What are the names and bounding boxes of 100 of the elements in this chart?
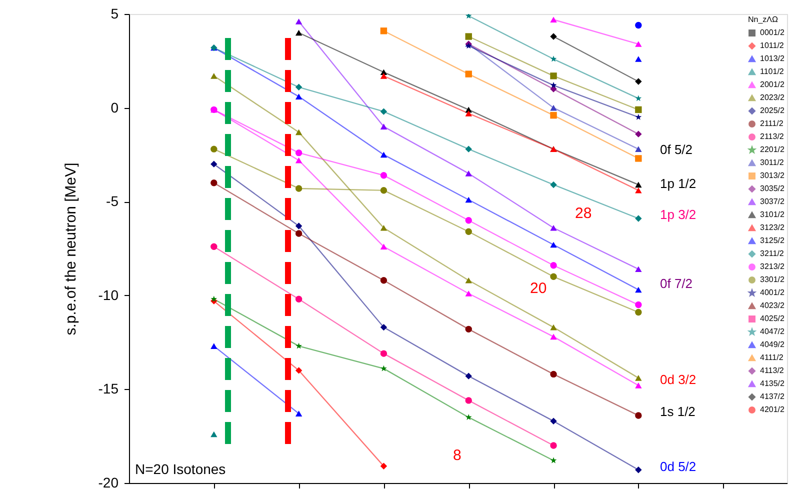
annotation: N=20 Isotones	[135, 461, 226, 477]
point	[635, 22, 642, 29]
point	[550, 324, 557, 330]
legend-label: 4135/2	[760, 379, 786, 388]
point	[465, 397, 472, 404]
point	[210, 431, 218, 438]
point	[295, 157, 302, 164]
point	[380, 244, 388, 250]
annotation: 0f 5/2	[660, 142, 693, 157]
point	[550, 457, 557, 464]
legend-label: 3211/2	[760, 249, 784, 258]
point	[465, 326, 472, 333]
legend-label: 4047/2	[760, 327, 786, 336]
annotation: 1p 1/2	[660, 176, 696, 191]
point	[380, 73, 388, 79]
point	[550, 370, 557, 378]
point	[295, 185, 302, 192]
annotation: 20	[530, 280, 547, 297]
legend-label: 4001/2	[760, 288, 786, 297]
annotation: 1s 1/2	[660, 404, 696, 419]
legend-label: 3123/2	[760, 223, 786, 232]
point	[210, 160, 218, 168]
point	[635, 301, 642, 308]
point	[635, 78, 642, 85]
point	[635, 106, 642, 114]
point	[465, 70, 472, 78]
annotation: 0f 7/2	[660, 276, 693, 291]
legend-label: 3037/2	[760, 197, 786, 206]
point	[550, 224, 557, 231]
point	[295, 18, 302, 24]
point	[550, 33, 557, 40]
y-tick-label: 0	[110, 99, 119, 116]
annotation: 0d 5/2	[660, 459, 696, 474]
legend-label: 4113/2	[760, 366, 784, 375]
point	[635, 56, 642, 62]
point	[465, 196, 472, 203]
legend-label: 1011/2	[760, 41, 784, 50]
point	[635, 114, 642, 120]
legend-label: 3125/2	[760, 236, 786, 245]
point	[635, 286, 642, 293]
point	[635, 412, 642, 419]
point	[550, 442, 557, 449]
point	[465, 290, 472, 296]
point	[295, 30, 302, 36]
point	[635, 146, 642, 152]
legend-label: 2025/2	[760, 106, 786, 115]
point	[550, 262, 557, 269]
point	[295, 129, 302, 136]
point	[465, 372, 472, 380]
point	[635, 130, 642, 138]
legend-label: 0001/2	[760, 28, 786, 37]
legend-label: 1013/2	[760, 54, 786, 63]
point	[380, 365, 387, 372]
legend-label: 4111/2	[760, 353, 784, 362]
y-tick-label: -10	[98, 286, 119, 303]
point	[550, 181, 557, 188]
point	[550, 72, 557, 80]
point	[635, 382, 642, 388]
point	[380, 108, 388, 115]
point	[550, 56, 557, 62]
point	[210, 179, 218, 186]
y-tick-label: -20	[98, 474, 119, 490]
annotation: 8	[453, 447, 462, 464]
legend-label: 4023/2	[760, 301, 786, 310]
legend-label: 4049/2	[760, 340, 786, 349]
point	[295, 367, 302, 374]
point	[550, 418, 557, 424]
point	[550, 104, 557, 111]
point	[295, 84, 302, 91]
point	[465, 228, 472, 235]
point	[380, 124, 388, 130]
point	[380, 277, 388, 284]
point	[210, 73, 218, 79]
point	[635, 308, 642, 316]
legend-label: 4025/2	[760, 314, 786, 323]
point	[550, 273, 557, 280]
point	[210, 243, 218, 250]
point	[465, 414, 472, 420]
point	[380, 462, 388, 470]
legend-label: 3035/2	[760, 184, 786, 193]
point	[465, 170, 472, 176]
point	[550, 82, 557, 88]
point	[635, 155, 642, 162]
annotation: 0d 3/2	[660, 372, 696, 387]
point	[465, 110, 472, 116]
point	[635, 187, 642, 194]
annotation: 1p 3/2	[660, 207, 696, 222]
point	[635, 95, 642, 102]
point	[295, 296, 302, 302]
point	[296, 342, 302, 349]
legend-label: 3101/2	[760, 210, 786, 219]
point	[635, 215, 642, 222]
point	[635, 182, 642, 188]
point	[380, 172, 388, 179]
legend-label: 2113/2	[760, 132, 784, 141]
point	[295, 222, 302, 230]
point	[210, 146, 218, 152]
point	[295, 94, 302, 100]
point	[550, 242, 557, 248]
legend-label: 3213/2	[760, 262, 786, 271]
